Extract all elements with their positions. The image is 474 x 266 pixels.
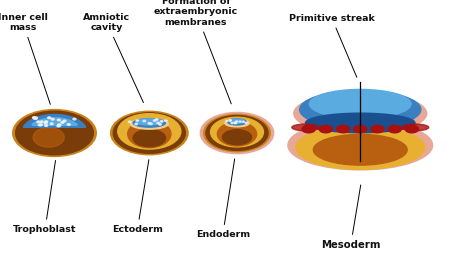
Circle shape — [34, 118, 37, 119]
Circle shape — [242, 121, 245, 122]
Ellipse shape — [210, 117, 264, 147]
Circle shape — [57, 119, 60, 121]
Circle shape — [33, 117, 36, 119]
Circle shape — [405, 125, 419, 133]
Text: Mesoderm: Mesoderm — [321, 185, 381, 250]
Circle shape — [58, 124, 61, 126]
Circle shape — [148, 123, 151, 124]
Circle shape — [39, 124, 42, 126]
Circle shape — [371, 125, 384, 133]
Circle shape — [48, 117, 51, 119]
Circle shape — [155, 119, 158, 120]
Ellipse shape — [204, 114, 270, 152]
Ellipse shape — [230, 119, 244, 123]
Circle shape — [354, 125, 367, 133]
Circle shape — [164, 120, 167, 122]
Circle shape — [58, 124, 61, 126]
Ellipse shape — [118, 114, 181, 149]
Circle shape — [157, 122, 159, 124]
Text: Formation of
extraembryonic
membranes: Formation of extraembryonic membranes — [154, 0, 238, 104]
Text: Endoderm: Endoderm — [196, 159, 250, 239]
Circle shape — [128, 121, 131, 123]
Ellipse shape — [201, 113, 273, 153]
Circle shape — [73, 118, 76, 120]
Ellipse shape — [401, 124, 428, 131]
Circle shape — [51, 118, 54, 120]
Ellipse shape — [110, 111, 188, 155]
Circle shape — [159, 124, 161, 125]
Polygon shape — [32, 118, 77, 125]
Text: Amniotic
cavity: Amniotic cavity — [83, 13, 144, 103]
Ellipse shape — [136, 119, 163, 125]
Circle shape — [45, 125, 47, 126]
Circle shape — [337, 125, 350, 133]
Ellipse shape — [218, 122, 256, 146]
Circle shape — [143, 120, 146, 122]
Ellipse shape — [228, 119, 246, 125]
Ellipse shape — [133, 119, 165, 127]
Text: Trophoblast: Trophoblast — [13, 160, 77, 234]
Circle shape — [160, 120, 163, 122]
Text: Primitive streak: Primitive streak — [289, 14, 375, 77]
Circle shape — [388, 125, 401, 133]
Circle shape — [37, 121, 40, 123]
Circle shape — [67, 124, 70, 125]
Circle shape — [226, 120, 228, 122]
Ellipse shape — [133, 130, 165, 147]
Ellipse shape — [13, 110, 96, 156]
Circle shape — [154, 120, 156, 121]
Circle shape — [235, 123, 237, 124]
Circle shape — [44, 122, 47, 124]
Ellipse shape — [313, 134, 407, 165]
Circle shape — [150, 123, 152, 124]
Ellipse shape — [310, 89, 411, 118]
Circle shape — [35, 117, 37, 119]
Ellipse shape — [292, 124, 319, 131]
Ellipse shape — [130, 119, 168, 129]
Ellipse shape — [16, 111, 93, 155]
Ellipse shape — [128, 120, 171, 148]
Ellipse shape — [225, 119, 249, 127]
Ellipse shape — [300, 90, 421, 128]
Circle shape — [245, 122, 247, 123]
Circle shape — [319, 125, 332, 133]
Circle shape — [45, 121, 47, 122]
Circle shape — [231, 123, 233, 124]
Circle shape — [40, 121, 43, 123]
Ellipse shape — [288, 121, 433, 170]
Circle shape — [38, 124, 41, 126]
Ellipse shape — [222, 130, 252, 145]
Circle shape — [50, 123, 53, 124]
Ellipse shape — [206, 115, 268, 151]
Ellipse shape — [33, 128, 64, 147]
Ellipse shape — [21, 115, 88, 153]
Text: Ectoderm: Ectoderm — [112, 160, 163, 234]
Circle shape — [33, 117, 36, 118]
Text: Inner cell
mass: Inner cell mass — [0, 13, 50, 104]
Ellipse shape — [113, 113, 185, 153]
Circle shape — [236, 121, 238, 122]
Circle shape — [234, 122, 236, 123]
Circle shape — [63, 120, 66, 122]
Ellipse shape — [294, 93, 427, 134]
Circle shape — [239, 121, 241, 122]
Circle shape — [57, 125, 60, 127]
Circle shape — [229, 120, 231, 121]
Circle shape — [229, 120, 231, 121]
Circle shape — [302, 125, 315, 133]
Circle shape — [61, 122, 64, 123]
Ellipse shape — [296, 126, 425, 169]
Polygon shape — [23, 114, 86, 127]
Ellipse shape — [305, 113, 415, 133]
Circle shape — [135, 123, 137, 125]
Circle shape — [136, 120, 138, 121]
